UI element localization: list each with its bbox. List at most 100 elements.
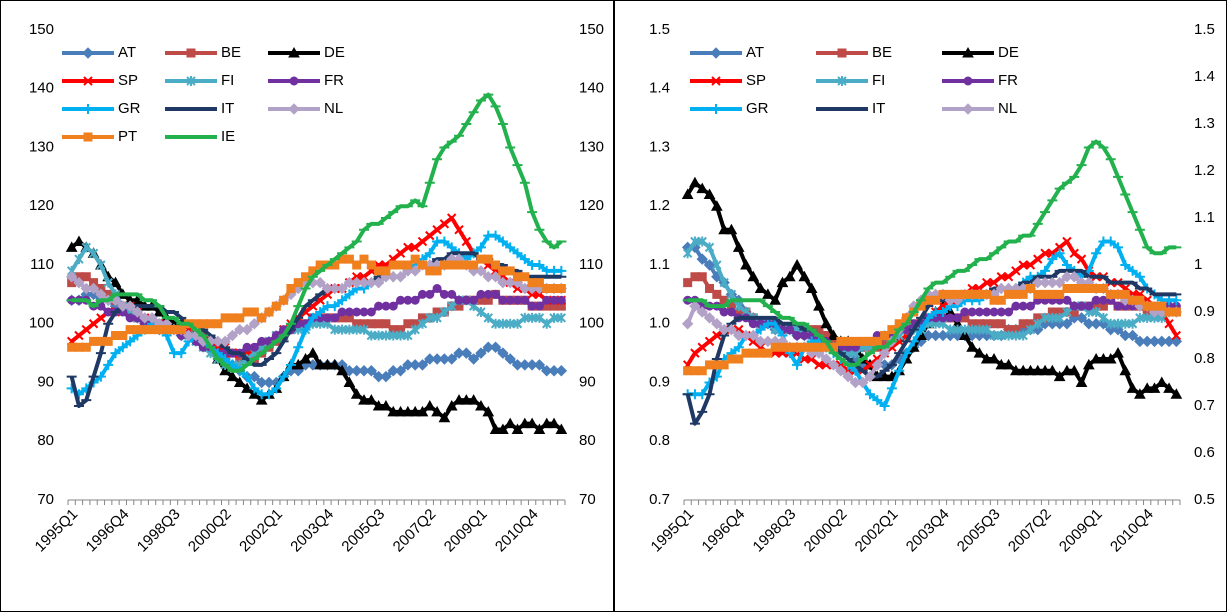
point-marker [534,289,545,300]
point-marker [374,301,384,311]
point-marker [806,354,817,364]
y2-tick-label: 1.4 [1194,68,1215,85]
point-marker [690,236,700,247]
point-marker [351,272,362,282]
point-marker [733,301,744,312]
point-marker [518,417,531,429]
y2-tick-label: 80 [579,432,596,449]
point-marker [1134,388,1146,399]
point-marker [498,266,508,276]
point-marker [696,182,709,194]
point-marker [1113,242,1123,253]
point-marker [403,260,413,270]
point-marker [1031,364,1044,376]
y-tick-label: 110 [30,256,54,273]
point-marker [489,423,502,434]
point-marker [241,323,253,336]
point-marker [461,295,471,305]
point-marker [446,242,457,253]
point-marker [425,289,435,299]
point-marker [1055,289,1065,299]
point-marker [498,318,508,329]
legend-label: FR [998,72,1018,89]
y2-tick-label: 70 [579,491,596,508]
point-marker [1076,254,1087,264]
point-marker [344,324,355,335]
point-marker [248,370,261,383]
point-marker [314,276,326,289]
point-marker [958,329,971,340]
point-marker [791,258,803,270]
point-marker [1040,248,1050,258]
point-marker [696,253,708,265]
point-marker [835,365,847,377]
point-marker [805,282,818,293]
point-marker [813,300,825,311]
point-marker [65,241,78,252]
legend-label: GR [746,100,769,117]
point-marker [219,335,231,348]
point-marker [1170,388,1183,399]
point-marker [336,364,348,376]
point-marker [505,242,516,253]
point-marker [410,324,420,335]
point-marker [989,277,999,288]
point-marker [476,289,486,299]
point-marker [416,359,429,371]
point-marker [278,371,289,382]
point-marker [425,312,435,323]
point-marker [132,325,142,335]
point-marker [263,389,274,400]
point-marker [491,260,501,270]
point-marker [489,341,502,353]
point-marker [1082,358,1095,370]
point-marker [704,336,715,347]
point-marker [697,342,707,352]
point-marker [1003,330,1014,341]
point-marker [417,289,427,299]
point-marker [1025,324,1036,335]
point-marker [556,312,567,323]
y-tick-label: 1.0 [649,315,670,332]
point-marker [1155,376,1168,387]
y2-tick-label: 120 [579,197,604,214]
y-tick-label: 0.7 [649,491,670,508]
point-marker [198,319,208,329]
point-marker [279,295,289,305]
legend-label: PT [118,128,137,145]
point-marker [73,235,85,246]
point-marker [403,242,413,253]
point-marker [1039,364,1051,376]
point-marker [527,301,537,311]
point-marker [988,352,1000,364]
point-marker [372,276,385,289]
point-marker [328,358,341,370]
point-marker [439,260,449,270]
y-tick-label: 80 [37,432,54,449]
point-marker [966,341,978,352]
point-marker [330,324,340,335]
point-marker [973,347,986,358]
point-marker [776,276,789,288]
point-marker [1127,265,1138,276]
point-marker [769,294,782,305]
point-marker [103,359,114,370]
point-marker [403,330,413,341]
point-marker [1033,318,1043,329]
point-marker [490,230,501,241]
point-marker [409,405,422,417]
point-marker [1068,364,1081,376]
point-marker [754,282,767,293]
point-marker [878,347,891,359]
y-tick-label: 150 [29,21,54,38]
point-marker [1062,236,1072,247]
point-marker [981,277,992,288]
point-marker [366,260,376,270]
point-marker [1090,352,1102,364]
point-marker [286,284,296,293]
point-marker [512,248,523,259]
point-marker [352,307,362,317]
point-marker [740,258,752,270]
point-marker [696,306,708,318]
point-marker [344,254,354,264]
